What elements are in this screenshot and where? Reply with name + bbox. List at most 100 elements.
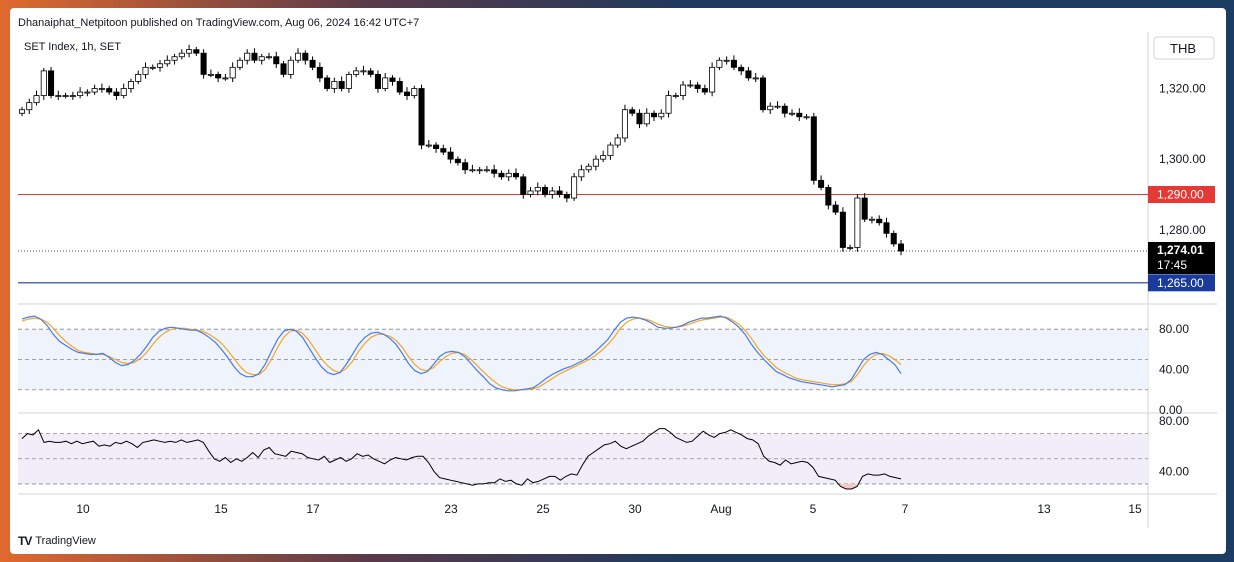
currency-button[interactable] — [1153, 36, 1215, 60]
candle[interactable] — [534, 182, 541, 196]
candle[interactable] — [178, 49, 185, 60]
candle[interactable] — [476, 166, 483, 175]
candle[interactable] — [18, 106, 26, 117]
candle[interactable] — [658, 109, 665, 120]
candle[interactable] — [113, 88, 120, 100]
candle[interactable] — [723, 56, 730, 65]
candle[interactable] — [258, 53, 265, 65]
candle[interactable] — [505, 169, 512, 182]
stoch-k-line[interactable] — [21, 315, 902, 392]
candle[interactable] — [91, 84, 98, 95]
candle[interactable] — [643, 108, 650, 127]
candle[interactable] — [418, 84, 425, 150]
candle[interactable] — [331, 77, 338, 93]
candle[interactable] — [897, 240, 905, 256]
candle[interactable] — [62, 92, 69, 99]
candle[interactable] — [883, 217, 890, 238]
candle[interactable] — [789, 109, 796, 117]
candle[interactable] — [433, 142, 440, 153]
candle[interactable] — [680, 81, 687, 100]
candle[interactable] — [374, 70, 381, 93]
candle[interactable] — [759, 75, 766, 113]
candle[interactable] — [404, 87, 411, 100]
candle[interactable] — [621, 104, 628, 143]
candle[interactable] — [287, 56, 294, 79]
candle[interactable] — [48, 66, 55, 99]
candle[interactable] — [265, 52, 273, 60]
candle[interactable] — [135, 70, 142, 85]
candle[interactable] — [818, 175, 825, 191]
candle[interactable] — [687, 80, 694, 88]
candle[interactable] — [665, 90, 672, 118]
candle[interactable] — [338, 76, 345, 92]
candle[interactable] — [701, 84, 708, 95]
candle[interactable] — [549, 187, 556, 199]
candle[interactable] — [491, 164, 498, 178]
candle[interactable] — [752, 72, 759, 83]
candle[interactable] — [730, 55, 737, 71]
candle[interactable] — [98, 83, 105, 93]
candle[interactable] — [868, 216, 875, 224]
candle[interactable] — [832, 201, 839, 215]
candle[interactable] — [563, 191, 570, 203]
candle[interactable] — [861, 193, 868, 223]
candle[interactable] — [26, 98, 33, 114]
candle[interactable] — [69, 91, 76, 100]
candle[interactable] — [694, 82, 701, 93]
candle[interactable] — [629, 106, 636, 117]
candle[interactable] — [251, 48, 258, 64]
candle[interactable] — [803, 113, 810, 120]
candle[interactable] — [40, 68, 47, 100]
candle[interactable] — [142, 62, 149, 79]
candle[interactable] — [360, 65, 367, 76]
candle[interactable] — [672, 92, 679, 99]
candle[interactable] — [876, 215, 883, 226]
candle[interactable] — [796, 108, 803, 122]
candle[interactable] — [396, 77, 403, 95]
candle[interactable] — [738, 64, 745, 76]
candle[interactable] — [512, 168, 519, 180]
candle[interactable] — [592, 155, 599, 171]
candle[interactable] — [367, 68, 374, 78]
candle[interactable] — [825, 184, 832, 210]
candle[interactable] — [607, 142, 614, 160]
candle[interactable] — [614, 134, 621, 148]
candle[interactable] — [106, 85, 113, 95]
candle[interactable] — [33, 90, 40, 106]
candle[interactable] — [440, 144, 447, 155]
candle[interactable] — [164, 55, 171, 67]
candle[interactable] — [571, 172, 578, 201]
candle[interactable] — [353, 66, 360, 78]
candle[interactable] — [309, 56, 316, 71]
candle[interactable] — [542, 184, 549, 198]
chart-canvas[interactable]: SET Index, 1h, SET THB 1,320.00 1,300.00… — [10, 8, 1226, 554]
candle[interactable] — [215, 71, 222, 83]
candle[interactable] — [120, 83, 127, 99]
candle[interactable] — [171, 53, 178, 65]
candle[interactable] — [745, 66, 752, 81]
candle[interactable] — [454, 156, 461, 166]
candle[interactable] — [847, 244, 854, 251]
candle[interactable] — [527, 187, 534, 198]
candle[interactable] — [839, 207, 846, 252]
candle[interactable] — [127, 78, 134, 93]
candle[interactable] — [767, 102, 774, 114]
candle[interactable] — [324, 75, 331, 92]
candle[interactable] — [149, 64, 156, 71]
candle[interactable] — [636, 109, 643, 129]
candle[interactable] — [774, 101, 781, 110]
candle[interactable] — [345, 71, 352, 93]
candle[interactable] — [650, 110, 658, 122]
candle[interactable] — [810, 112, 817, 185]
candle[interactable] — [236, 57, 243, 71]
candle[interactable] — [222, 74, 229, 81]
candle[interactable] — [854, 194, 861, 252]
candle[interactable] — [709, 62, 716, 97]
candle[interactable] — [389, 75, 396, 86]
candle[interactable] — [556, 186, 563, 198]
candle[interactable] — [193, 46, 200, 57]
candle[interactable] — [781, 103, 788, 118]
candle[interactable] — [462, 158, 469, 175]
candle[interactable] — [469, 164, 476, 173]
candle[interactable] — [295, 48, 302, 64]
